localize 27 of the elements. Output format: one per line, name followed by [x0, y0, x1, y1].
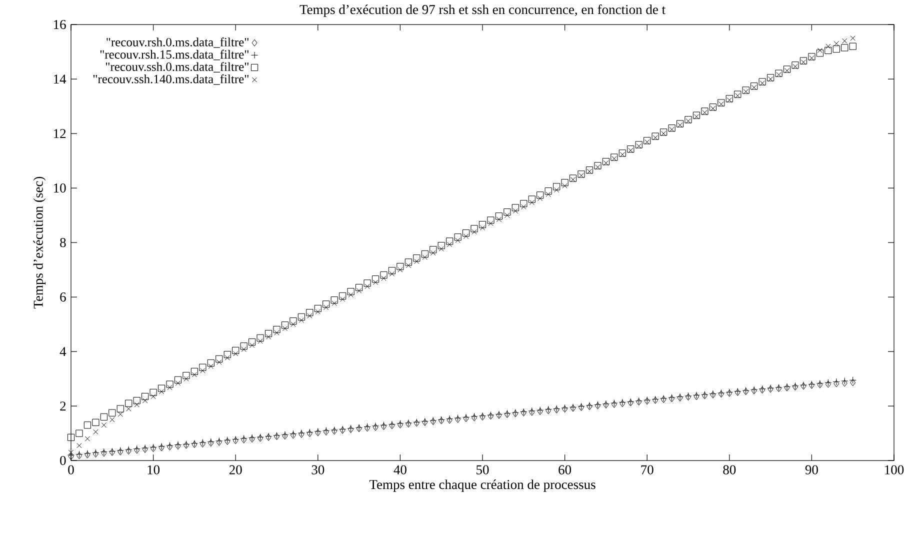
y-tick-label: 6: [60, 292, 66, 302]
x-axis-title: Temps entre chaque création de processus: [369, 480, 596, 492]
y-tick-label: 2: [60, 402, 66, 411]
y-tick-label: 4: [60, 347, 66, 356]
y-tick-label: 10: [54, 184, 66, 193]
y-tick-label: 12: [54, 129, 66, 138]
x-tick-label: 40: [394, 465, 406, 475]
x-tick-label: 20: [229, 465, 242, 475]
y-tick-label: 8: [60, 238, 66, 248]
chart-title: Temps d’exécution de 97 rsh et ssh en concurrence, en fonction de t: [300, 4, 666, 18]
y-tick-label: 14: [54, 74, 66, 84]
legend-label: "recouv.ssh.0.ms.data_filtre": [106, 62, 248, 73]
x-tick-label: 30: [312, 465, 324, 475]
legend-label: "recouv.rsh.15.ms.data_filtre": [100, 50, 248, 60]
legend-label: "recouv.ssh.140.ms.data_filtre": [93, 74, 248, 86]
y-tick-label: 16: [54, 20, 66, 30]
y-tick-label: 0: [60, 456, 66, 466]
x-tick-label: 0: [68, 465, 74, 475]
x-tick-label: 10: [148, 465, 160, 475]
x-tick-label: 100: [885, 465, 904, 475]
x-tick-label: 80: [723, 465, 736, 475]
x-tick-label: 90: [805, 465, 818, 475]
x-tick-label: 50: [476, 465, 489, 475]
y-axis-title: Temps d’exécution (sec): [33, 177, 46, 309]
x-tick-label: 70: [641, 465, 654, 475]
x-tick-label: 60: [558, 465, 572, 475]
legend-label: "recouv.rsh.0.ms.data_filtre": [106, 38, 248, 48]
